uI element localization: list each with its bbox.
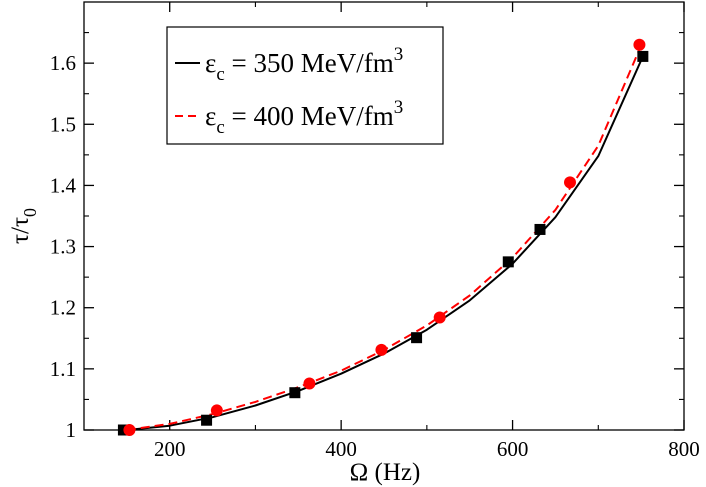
y-tick-label: 1.4 [50, 173, 77, 197]
series-2-point [433, 311, 446, 324]
y-axis-title: τ/τ0 [7, 208, 40, 244]
y-tick-label: 1.2 [50, 296, 76, 320]
series-1-point [411, 332, 423, 344]
x-axis-title: Ω (Hz) [350, 459, 421, 486]
legend-1-subscript: c [216, 64, 224, 85]
legend-label-series-1: εc = 350 MeV/fm3 [205, 44, 403, 85]
legend: εc = 350 MeV/fm3 εc = 400 MeV/fm3 [166, 26, 444, 145]
y-tick-label: 1 [66, 418, 77, 442]
y-axis-title-main: τ/τ [7, 217, 34, 244]
legend-2-subscript: c [216, 117, 224, 138]
series-1-point [637, 50, 649, 62]
series-1-point [201, 414, 213, 426]
y-tick-label: 1.1 [50, 357, 76, 381]
series-2-point [633, 38, 646, 51]
y-tick-label: 1.6 [50, 51, 76, 75]
series-2-point [375, 343, 388, 356]
legend-1-symbol: ε [205, 48, 216, 78]
series-1-point [289, 387, 301, 399]
legend-2-text: = 400 MeV/fm [225, 101, 394, 131]
series-2-point [210, 404, 223, 417]
x-tick-label: 400 [325, 437, 357, 461]
series-1-point [502, 256, 514, 268]
y-tick-label: 1.5 [50, 112, 76, 136]
x-tick-label: 200 [154, 437, 186, 461]
x-axis: 200 400 600 800 [154, 2, 700, 461]
y-axis: 1 1.1 1.2 1.3 1.4 1.5 1.6 [50, 32, 684, 442]
legend-box [166, 26, 444, 145]
legend-2-symbol: ε [205, 101, 216, 131]
legend-2-superscript: 3 [394, 97, 404, 118]
x-tick-label: 800 [668, 437, 700, 461]
series-1-point [534, 223, 546, 235]
y-axis-title-subscript: 0 [20, 208, 40, 217]
series-2-point [564, 176, 576, 189]
legend-1-superscript: 3 [394, 44, 404, 65]
legend-1-text: = 350 MeV/fm [225, 48, 394, 78]
series-2-point [303, 377, 316, 390]
x-tick-label: 600 [497, 437, 529, 461]
series-2-point [123, 424, 136, 436]
series-layer [117, 38, 649, 436]
legend-label-series-2: εc = 400 MeV/fm3 [205, 97, 403, 138]
y-tick-label: 1.3 [50, 235, 76, 259]
